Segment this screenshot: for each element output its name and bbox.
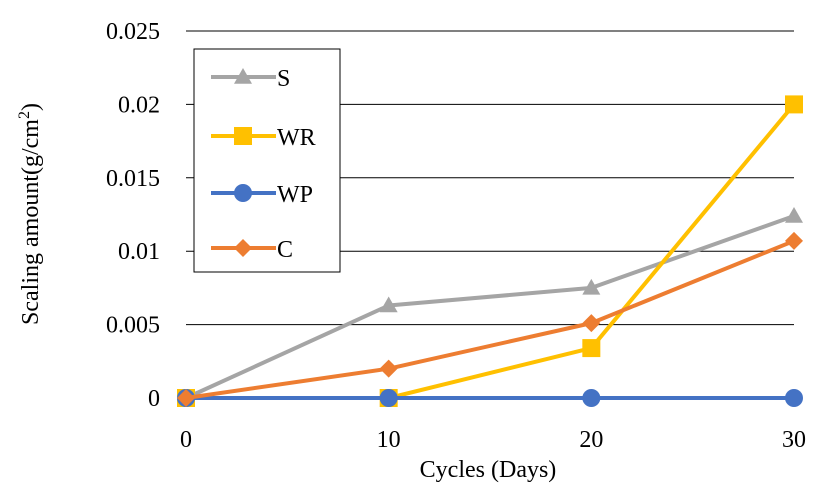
data-point	[379, 359, 398, 378]
data-point	[785, 231, 803, 250]
x-tick-label: 10	[377, 427, 401, 453]
legend-marker	[234, 68, 252, 84]
x-tick-label: 30	[782, 427, 806, 453]
data-point	[379, 389, 398, 407]
y-tick-label: 0.02	[118, 92, 160, 118]
y-tick-label: 0.01	[118, 239, 160, 265]
series-wp	[177, 389, 803, 407]
data-point	[785, 95, 803, 114]
x-tick-label: 20	[579, 427, 603, 453]
data-point	[582, 339, 601, 358]
data-point	[582, 389, 601, 407]
x-tick-label: 0	[180, 427, 192, 453]
y-axis-title: Scaling amount(g/cm2)	[16, 103, 44, 325]
legend-item-c: C	[211, 237, 293, 263]
series-s	[177, 206, 803, 405]
y-tick-label: 0.005	[106, 313, 160, 339]
legend-item-s: S	[211, 66, 290, 92]
legend-marker	[234, 184, 252, 202]
y-tick-label: 0.025	[106, 19, 160, 45]
y-axis-title-close: )	[18, 103, 44, 111]
legend-label: WP	[277, 182, 313, 208]
y-tick-label: 0	[148, 386, 160, 412]
legend-item-wr: WR	[211, 125, 316, 151]
legend-label: C	[277, 237, 293, 263]
x-tick-labels: 0 10 20 30	[180, 427, 806, 453]
data-point	[177, 389, 195, 407]
y-axis-title-main: Scaling amount(g/cm	[18, 119, 44, 325]
data-point	[379, 296, 398, 313]
data-point	[785, 389, 803, 407]
data-point	[582, 314, 601, 333]
legend-box	[193, 48, 341, 273]
y-tick-labels: 0 0.005 0.01 0.015 0.02 0.025	[106, 19, 160, 412]
legend: S WR WP C	[193, 48, 341, 273]
series-layer	[177, 95, 803, 407]
data-point	[582, 278, 601, 295]
y-tick-label: 0.015	[106, 166, 160, 192]
y-axis-title-superscript: 2	[16, 111, 33, 119]
legend-label: WR	[277, 125, 316, 151]
data-point	[785, 206, 803, 223]
x-axis-title: Cycles (Days)	[420, 457, 557, 483]
series-line	[185, 214, 795, 400]
legend-label: S	[277, 66, 290, 92]
legend-marker	[234, 127, 252, 145]
series-line	[185, 239, 795, 400]
series-c	[177, 231, 803, 407]
legend-item-wp: WP	[211, 182, 313, 208]
legend-marker	[234, 239, 252, 257]
